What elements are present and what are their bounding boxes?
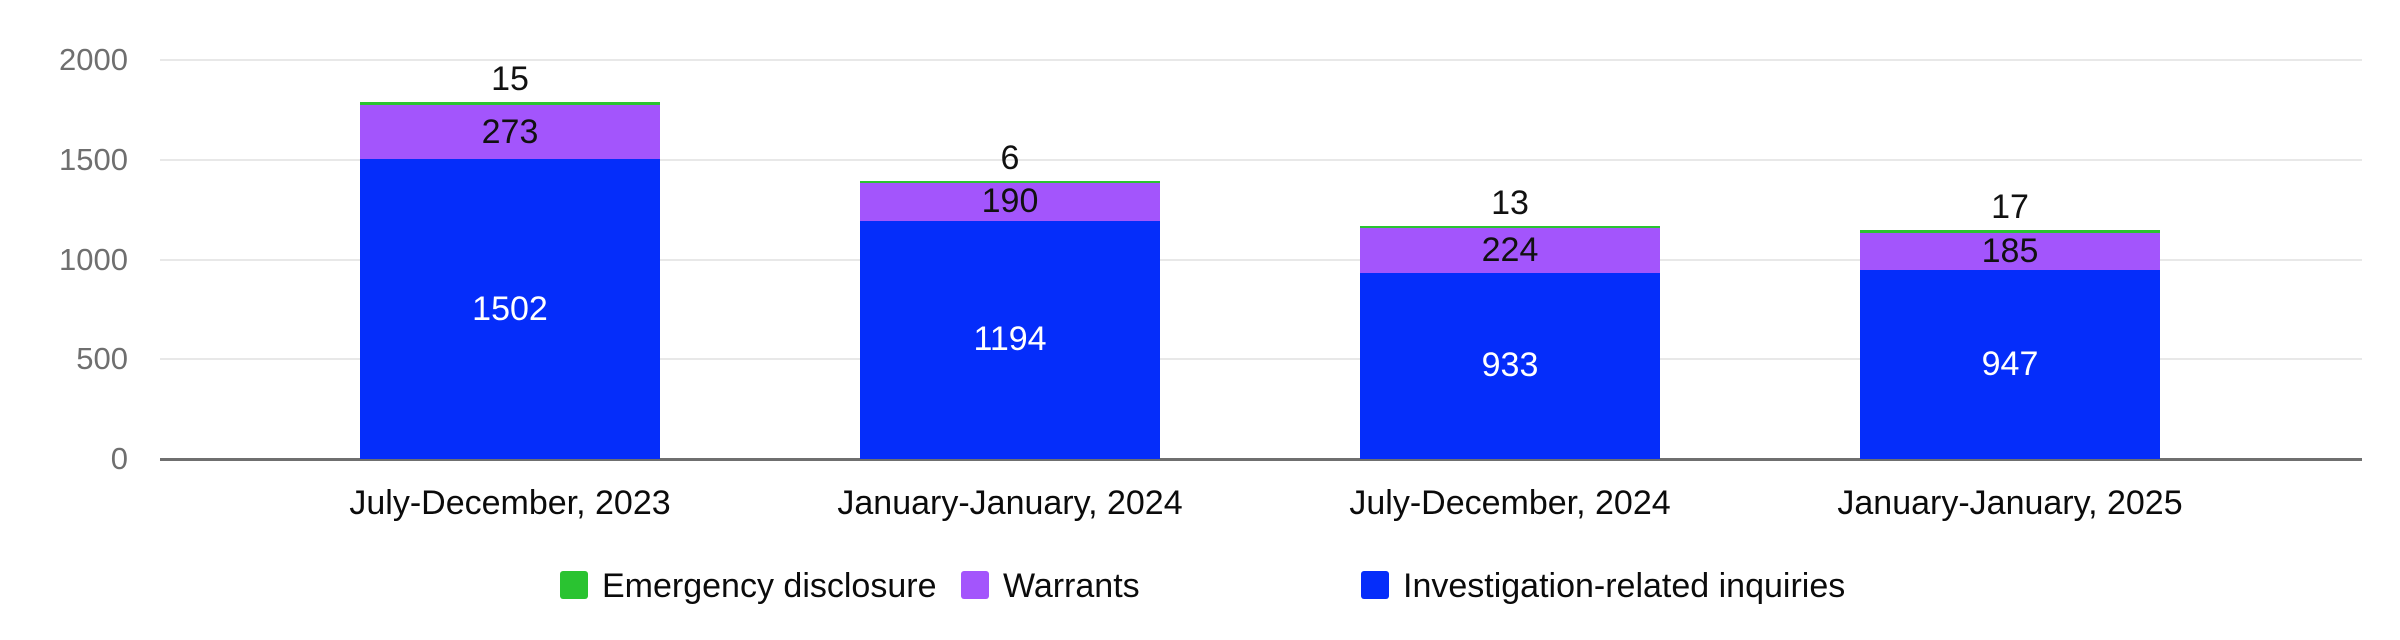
gridline [160, 258, 2362, 261]
bar-value-label: 185 [1981, 232, 2039, 271]
x-category-label: July-December, 2024 [1349, 484, 1671, 522]
y-tick-label: 500 [76, 341, 128, 377]
gridline [160, 158, 2362, 161]
x-axis-line [160, 458, 2362, 461]
y-tick-label: 1500 [59, 141, 128, 177]
legend-label: Investigation-related inquiries [1403, 567, 1846, 605]
bar-segment-warrants: 273 [360, 104, 660, 160]
bar-segment-investigation-related-inquiries: 1502 [360, 159, 660, 459]
bar-segment-emergency-disclosure [1860, 229, 2160, 234]
bar-segment-emergency-disclosure [360, 101, 660, 105]
bar-value-label: 273 [481, 112, 539, 151]
legend-swatch [560, 571, 588, 599]
x-category-label: January-January, 2025 [1837, 484, 2183, 522]
gridline [160, 358, 2362, 361]
bar-segment-warrants: 185 [1860, 232, 2160, 271]
bar-total-top-label: 6 [1000, 138, 1020, 177]
legend-swatch [961, 571, 989, 599]
y-tick-label: 2000 [59, 42, 128, 77]
legend-label: Emergency disclosure [602, 567, 937, 605]
bar-segment-emergency-disclosure [1360, 225, 1660, 229]
bar-segment-investigation-related-inquiries: 1194 [860, 220, 1160, 459]
x-category-label: July-December, 2023 [349, 484, 671, 522]
y-tick-label: 0 [110, 441, 128, 476]
bar-segment-investigation-related-inquiries: 947 [1860, 270, 2160, 459]
bar-segment-investigation-related-inquiries: 933 [1360, 272, 1660, 459]
y-tick-label: 1000 [59, 241, 128, 277]
bar-value-label: 224 [1481, 231, 1539, 270]
bar-segment-warrants: 224 [1360, 228, 1660, 273]
bar-value-label: 933 [1481, 346, 1539, 385]
legend-swatch [1361, 571, 1389, 599]
bar-total-top-label: 15 [491, 59, 529, 98]
bar-value-label: 1502 [472, 289, 548, 328]
bar-total-top-label: 17 [1991, 187, 2029, 226]
bar-value-label: 190 [981, 182, 1039, 221]
x-category-label: January-January, 2024 [837, 484, 1183, 522]
legend-label: Warrants [1003, 567, 1140, 605]
bar-total-top-label: 13 [1491, 183, 1529, 222]
bar-segment-warrants: 190 [860, 182, 1160, 221]
bar-value-label: 947 [1981, 345, 2039, 384]
gridline [160, 59, 2362, 61]
bar-segment-emergency-disclosure [860, 180, 1160, 183]
bar-value-label: 1194 [973, 320, 1047, 359]
